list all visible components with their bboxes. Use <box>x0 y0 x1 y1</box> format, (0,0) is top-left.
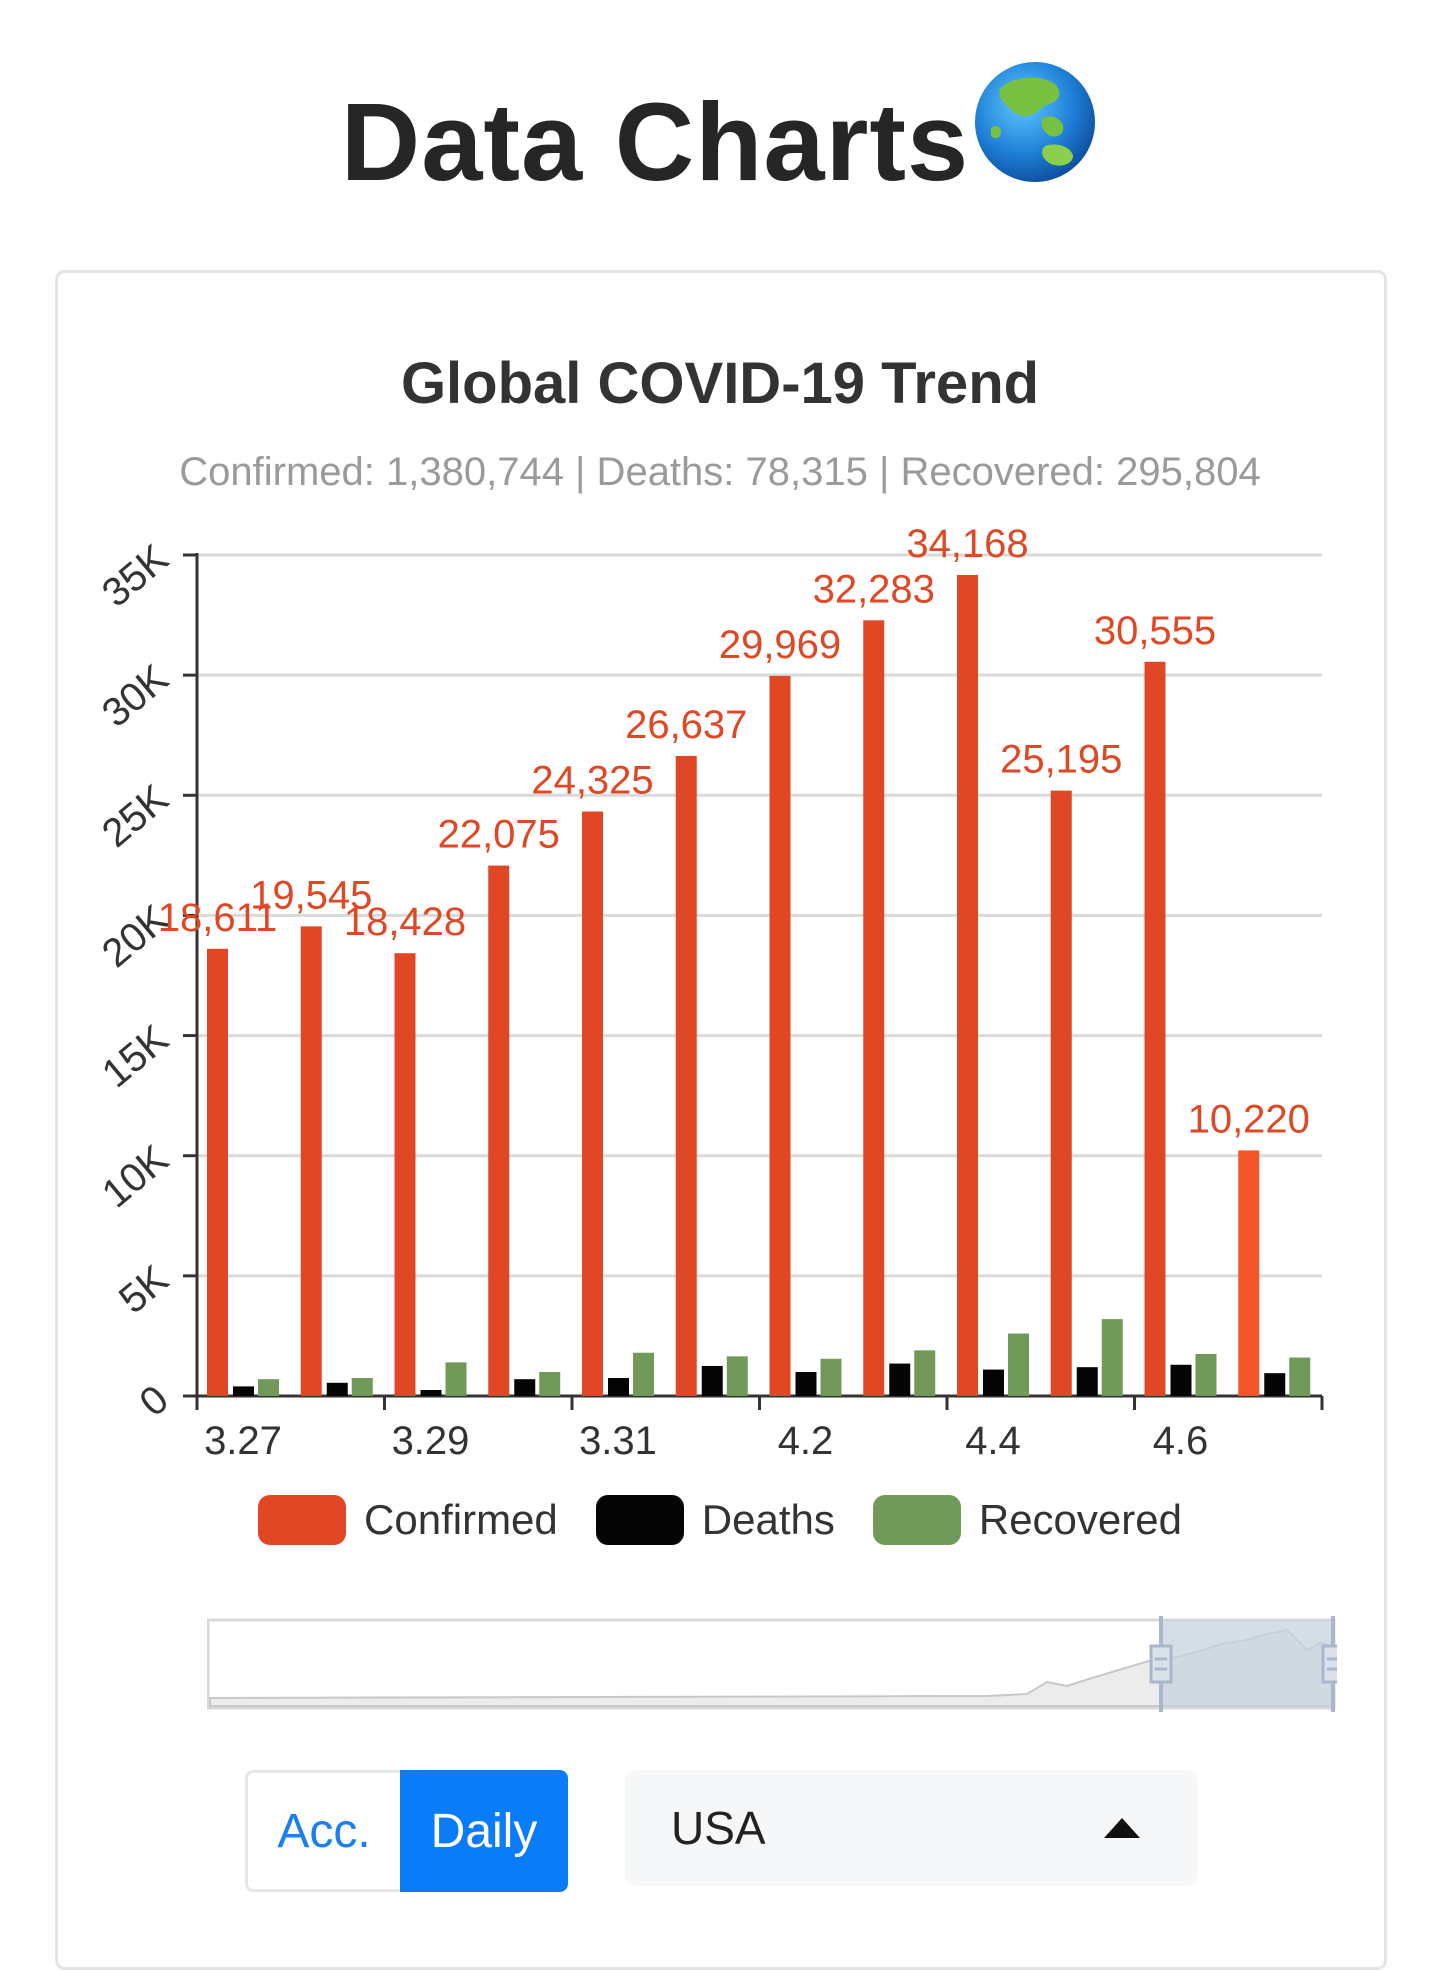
x-tick-label: 4.2 <box>778 1419 834 1463</box>
data-label-confirmed-3.31: 24,325 <box>531 759 653 803</box>
bar-confirmed-4.5[interactable] <box>1050 790 1072 1396</box>
bar-confirmed-3.27[interactable] <box>207 948 228 1396</box>
chart-legend: Confirmed Deaths Recovered <box>0 1495 1440 1545</box>
bar-confirmed-4.6[interactable] <box>1144 661 1166 1396</box>
legend-item-deaths[interactable]: Deaths <box>595 1495 835 1545</box>
bar-recovered-3.30[interactable] <box>539 1371 561 1396</box>
x-tick-label: 4.4 <box>965 1419 1021 1463</box>
bar-confirmed-3.29[interactable] <box>394 953 416 1396</box>
country-select[interactable]: USA <box>625 1770 1198 1886</box>
globe-icon <box>971 58 1099 212</box>
page-title: Data Charts <box>0 58 1440 212</box>
data-label-confirmed-4.5: 25,195 <box>1000 738 1122 782</box>
bar-recovered-4.1[interactable] <box>726 1356 748 1396</box>
bar-deaths-4.4[interactable] <box>983 1369 1004 1396</box>
bar-deaths-3.30[interactable] <box>514 1379 536 1396</box>
bar-recovered-4.2[interactable] <box>820 1358 842 1396</box>
bar-confirmed-4.1[interactable] <box>675 755 697 1396</box>
y-tick-label: 15K <box>94 1017 177 1097</box>
data-label-confirmed-4.2: 29,969 <box>719 623 841 667</box>
bar-confirmed-4.3[interactable] <box>863 620 885 1396</box>
bar-deaths-4.1[interactable] <box>701 1365 723 1396</box>
y-tick-label: 30K <box>94 656 177 736</box>
legend-label-recovered: Recovered <box>978 1496 1182 1543</box>
data-label-confirmed-4.7: 10,220 <box>1188 1097 1310 1141</box>
bar-recovered-4.5[interactable] <box>1101 1319 1123 1396</box>
data-label-confirmed-3.28: 19,545 <box>250 873 372 917</box>
page-title-text: Data Charts <box>340 81 970 204</box>
bar-recovered-3.28[interactable] <box>351 1377 373 1396</box>
bar-confirmed-4.7[interactable] <box>1238 1150 1260 1396</box>
y-tick-label: 25K <box>94 776 177 856</box>
bar-deaths-3.29[interactable] <box>420 1389 442 1396</box>
bar-recovered-4.3[interactable] <box>914 1350 936 1396</box>
bar-deaths-3.27[interactable] <box>233 1386 254 1396</box>
mode-toggle: Acc. Daily <box>245 1770 568 1892</box>
bar-recovered-3.31[interactable] <box>633 1352 654 1396</box>
zoom-selection[interactable] <box>1161 1620 1333 1708</box>
data-label-confirmed-4.1: 26,637 <box>625 703 747 747</box>
x-tick-label: 3.29 <box>392 1419 470 1463</box>
x-tick-label: 3.31 <box>579 1419 657 1463</box>
legend-swatch-deaths <box>595 1495 684 1545</box>
caret-up-icon <box>1104 1818 1140 1838</box>
bar-confirmed-3.28[interactable] <box>300 926 322 1396</box>
data-label-confirmed-4.6: 30,555 <box>1094 609 1216 653</box>
y-tick-label: 5K <box>111 1257 177 1322</box>
x-tick-label: 4.6 <box>1153 1419 1209 1463</box>
bar-recovered-4.4[interactable] <box>1008 1333 1029 1396</box>
data-label-confirmed-3.27: 18,611 <box>158 896 277 940</box>
bar-deaths-4.3[interactable] <box>889 1363 911 1396</box>
zoom-handle-left[interactable] <box>1149 1644 1173 1684</box>
data-zoom-slider[interactable] <box>206 1612 1345 1716</box>
bar-recovered-4.6[interactable] <box>1195 1353 1217 1396</box>
bar-confirmed-3.31[interactable] <box>582 811 603 1396</box>
data-label-confirmed-3.30: 22,075 <box>438 813 560 857</box>
data-label-confirmed-4.3: 32,283 <box>813 567 935 611</box>
legend-swatch-confirmed <box>258 1495 347 1545</box>
y-tick-label: 10K <box>94 1137 177 1217</box>
data-label-confirmed-4.4: 34,168 <box>906 522 1028 566</box>
bar-deaths-4.5[interactable] <box>1076 1367 1098 1396</box>
bar-deaths-3.31[interactable] <box>608 1377 629 1396</box>
legend-item-recovered[interactable]: Recovered <box>872 1495 1182 1545</box>
bar-recovered-3.27[interactable] <box>258 1379 279 1396</box>
bar-recovered-4.7[interactable] <box>1289 1357 1311 1396</box>
bar-confirmed-4.4[interactable] <box>957 574 978 1396</box>
legend-item-confirmed[interactable]: Confirmed <box>258 1495 558 1545</box>
y-tick-label: 35K <box>94 536 177 616</box>
chart-title: Global COVID-19 Trend <box>400 351 1040 416</box>
zoom-handle-right[interactable] <box>1321 1644 1345 1684</box>
bar-deaths-3.28[interactable] <box>326 1382 348 1396</box>
bar-deaths-4.2[interactable] <box>795 1371 817 1396</box>
bar-deaths-4.7[interactable] <box>1264 1373 1286 1396</box>
y-tick-label: 0 <box>131 1377 176 1425</box>
bar-confirmed-3.30[interactable] <box>488 865 510 1396</box>
data-label-confirmed-3.29: 18,428 <box>344 900 466 944</box>
bar-recovered-3.29[interactable] <box>445 1362 467 1396</box>
acc-toggle-button[interactable]: Acc. <box>245 1770 400 1892</box>
chart-subtitle: Confirmed: 1,380,744 | Deaths: 78,315 | … <box>179 450 1261 494</box>
bar-deaths-4.6[interactable] <box>1170 1364 1192 1396</box>
bar-confirmed-4.2[interactable] <box>769 675 791 1396</box>
legend-label-deaths: Deaths <box>701 1496 835 1543</box>
x-tick-label: 3.27 <box>204 1419 282 1463</box>
legend-label-confirmed: Confirmed <box>364 1496 558 1543</box>
bars[interactable] <box>207 574 1311 1396</box>
grid-lines <box>197 553 1322 1278</box>
daily-toggle-button[interactable]: Daily <box>400 1770 568 1892</box>
country-select-value: USA <box>671 1802 766 1854</box>
legend-swatch-recovered <box>872 1495 961 1545</box>
